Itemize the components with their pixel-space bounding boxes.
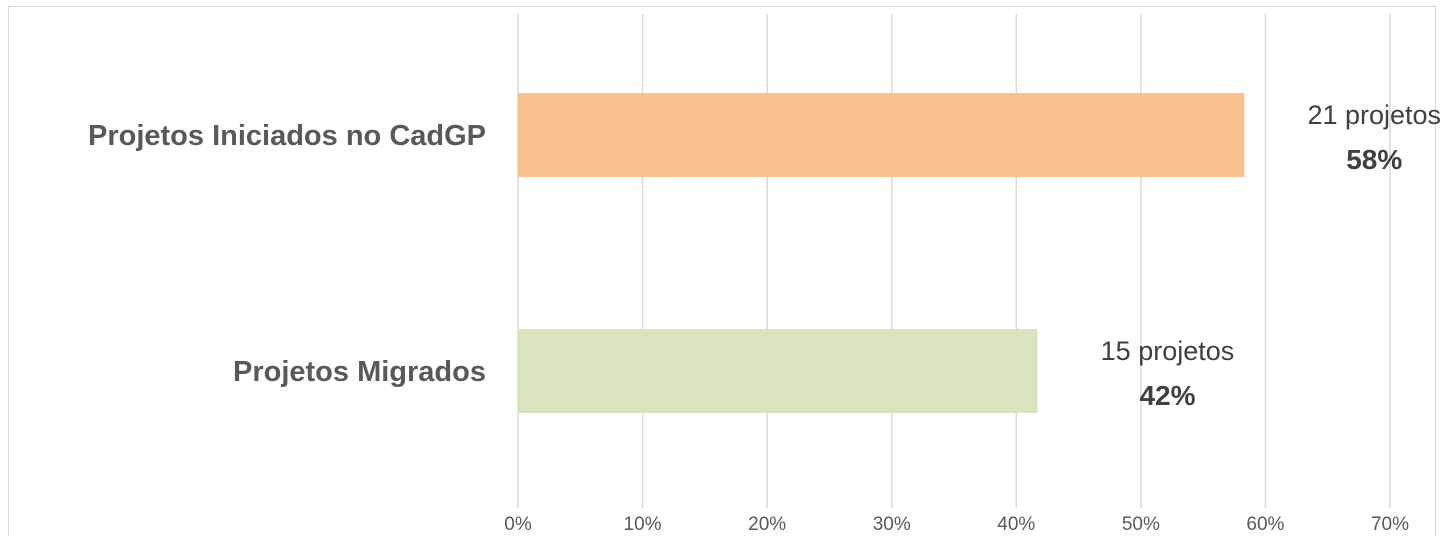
x-tick-label: 0% [504, 514, 532, 535]
bars [518, 93, 1245, 413]
data-label-count: 21 projetos [1307, 100, 1440, 130]
labels: 0% 10% 20% 30% 40% 50% 60% 70% Projetos Iniciado… [88, 100, 1440, 535]
data-label-count: 15 projetos [1101, 336, 1235, 366]
x-tick-label: 30% [873, 514, 911, 535]
x-tick-label: 50% [1122, 514, 1160, 535]
gridlines [517, 14, 1391, 508]
category-label: Projetos Iniciados no CadGP [88, 120, 486, 152]
x-tick-label: 20% [748, 514, 786, 535]
x-tick-label: 70% [1371, 514, 1409, 535]
x-tick-label: 60% [1246, 514, 1284, 535]
data-label-percent: 58% [1346, 144, 1402, 175]
data-label-percent: 42% [1139, 380, 1195, 411]
x-tick-label: 40% [997, 514, 1035, 535]
bar [518, 93, 1245, 177]
chart-frame [8, 6, 1436, 536]
x-tick-label: 10% [624, 514, 662, 535]
category-label: Projetos Migrados [233, 356, 486, 388]
bar [518, 329, 1038, 413]
